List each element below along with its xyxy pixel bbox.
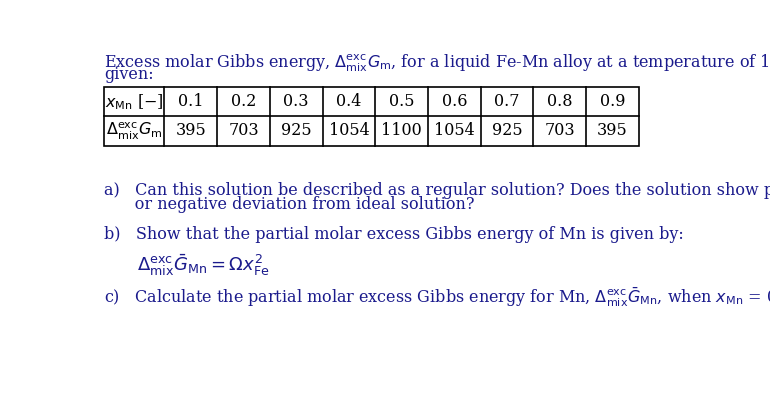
- Text: 0.9: 0.9: [600, 93, 625, 110]
- Text: 0.4: 0.4: [336, 93, 362, 110]
- Text: $x_{\mathrm{Mn}}$ [−]: $x_{\mathrm{Mn}}$ [−]: [105, 92, 163, 112]
- Text: 1054: 1054: [329, 122, 370, 139]
- Text: a)   Can this solution be described as a regular solution? Does the solution sho: a) Can this solution be described as a r…: [104, 182, 770, 199]
- Text: b)   Show that the partial molar excess Gibbs energy of Mn is given by:: b) Show that the partial molar excess Gi…: [104, 226, 684, 243]
- Text: 395: 395: [176, 122, 206, 139]
- Text: or negative deviation from ideal solution?: or negative deviation from ideal solutio…: [104, 196, 474, 213]
- Bar: [104, 87, 639, 146]
- Text: 0.6: 0.6: [441, 93, 467, 110]
- Text: 0.8: 0.8: [547, 93, 572, 110]
- Text: 1054: 1054: [434, 122, 474, 139]
- Text: 0.3: 0.3: [283, 93, 309, 110]
- Text: 0.2: 0.2: [231, 93, 256, 110]
- Text: 703: 703: [544, 122, 575, 139]
- Text: 1100: 1100: [381, 122, 422, 139]
- Text: $\Delta^{\mathrm{exc}}_{\mathrm{mix}}\bar{G}_{\mathrm{Mn}} = \Omega x^2_{\mathrm: $\Delta^{\mathrm{exc}}_{\mathrm{mix}}\ba…: [136, 253, 270, 278]
- Text: Excess molar Gibbs energy, $\Delta^{\mathrm{exc}}_{\mathrm{mix}}G_{\mathrm{m}}$,: Excess molar Gibbs energy, $\Delta^{\mat…: [104, 53, 770, 74]
- Text: 925: 925: [281, 122, 312, 139]
- Text: 703: 703: [228, 122, 259, 139]
- Text: given:: given:: [104, 66, 154, 83]
- Text: 0.5: 0.5: [389, 93, 414, 110]
- Text: 395: 395: [597, 122, 628, 139]
- Text: $\Delta^{\mathrm{exc}}_{\mathrm{mix}}G_{\mathrm{m}}$: $\Delta^{\mathrm{exc}}_{\mathrm{mix}}G_{…: [106, 120, 162, 141]
- Text: c)   Calculate the partial molar excess Gibbs energy for Mn, $\Delta^{\mathrm{ex: c) Calculate the partial molar excess Gi…: [104, 285, 770, 309]
- Text: 0.7: 0.7: [494, 93, 520, 110]
- Text: 925: 925: [492, 122, 522, 139]
- Text: 0.1: 0.1: [178, 93, 203, 110]
